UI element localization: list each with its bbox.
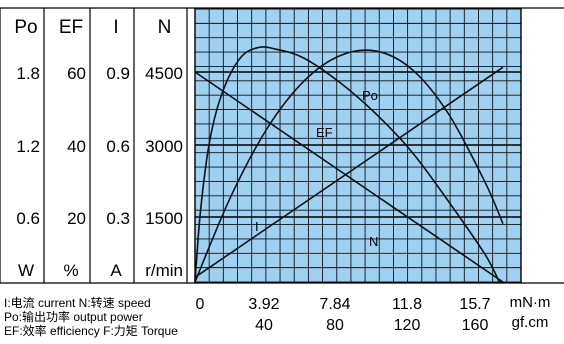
x-tick-gf: 40: [255, 317, 273, 334]
x-tick-mn: 7.84: [319, 296, 350, 313]
col-header-n: N: [158, 17, 172, 38]
left-axis-panel: Po 1.8 1.2 0.6 W EF 60 40 20% I 0.9 0.6 0.3 A N 4500 300…: [0, 7, 564, 284]
col-tick-po: 1.8: [16, 64, 40, 83]
curve-po: [194, 49, 504, 283]
col-tick-n: 3000: [145, 137, 183, 156]
col-tick-ef: 20: [67, 209, 86, 228]
curve-ef: [194, 46, 501, 283]
curve-label-ef: EF: [316, 125, 333, 140]
curve-label-i: I: [255, 219, 259, 234]
col-unit-i: A: [110, 261, 122, 280]
curve-label-n: N: [369, 234, 378, 249]
legend-current-speed: I:电流 current N:转速 speed: [4, 296, 151, 310]
col-header-po: Po: [14, 17, 37, 38]
col-tick-n: 4500: [145, 64, 183, 83]
curve-n: [194, 71, 504, 283]
col-unit-po: W: [18, 261, 34, 280]
x-tick-gf: 120: [394, 317, 421, 334]
grid-lines: [194, 8, 522, 283]
x-tick-gf: 80: [326, 317, 344, 334]
x-tick-mn: 3.92: [248, 296, 279, 313]
x-tick-gf: 160: [462, 317, 489, 334]
curve-label-po: Po: [362, 88, 378, 103]
x-unit-mn: mN·m: [510, 294, 551, 311]
x-axis: 0 3.92 7.84 11.8 15.7 40 80 120 160 mN·m gf.cm: [196, 294, 551, 334]
col-tick-i: 0.6: [106, 137, 130, 156]
legend-output-power: Po:输出功率 output power: [4, 310, 143, 324]
x-tick-mn: 15.7: [459, 296, 490, 313]
x-tick-mn: 11.8: [392, 296, 422, 313]
col-tick-po: 0.6: [16, 209, 40, 228]
col-tick-n: 1500: [145, 209, 183, 228]
col-unit-ef: %: [63, 261, 78, 280]
col-header-i: I: [113, 17, 118, 38]
col-tick-i: 0.3: [106, 209, 130, 228]
curve-labels: N I Po EF: [255, 88, 378, 249]
col-header-ef: EF: [59, 17, 83, 38]
col-unit-n: r/min: [145, 261, 183, 280]
col-tick-i: 0.9: [106, 64, 130, 83]
x-unit-gf: gf.cm: [512, 314, 549, 331]
col-tick-ef: 60: [67, 64, 86, 83]
legend-efficiency-torque: EF:效率 efficiency F:力矩 Torque: [4, 324, 178, 338]
curve-i: [194, 66, 504, 278]
col-tick-ef: 40: [67, 137, 86, 156]
col-tick-po: 1.2: [16, 137, 40, 156]
x-tick-mn: 0: [196, 296, 205, 313]
curves: [194, 46, 504, 283]
